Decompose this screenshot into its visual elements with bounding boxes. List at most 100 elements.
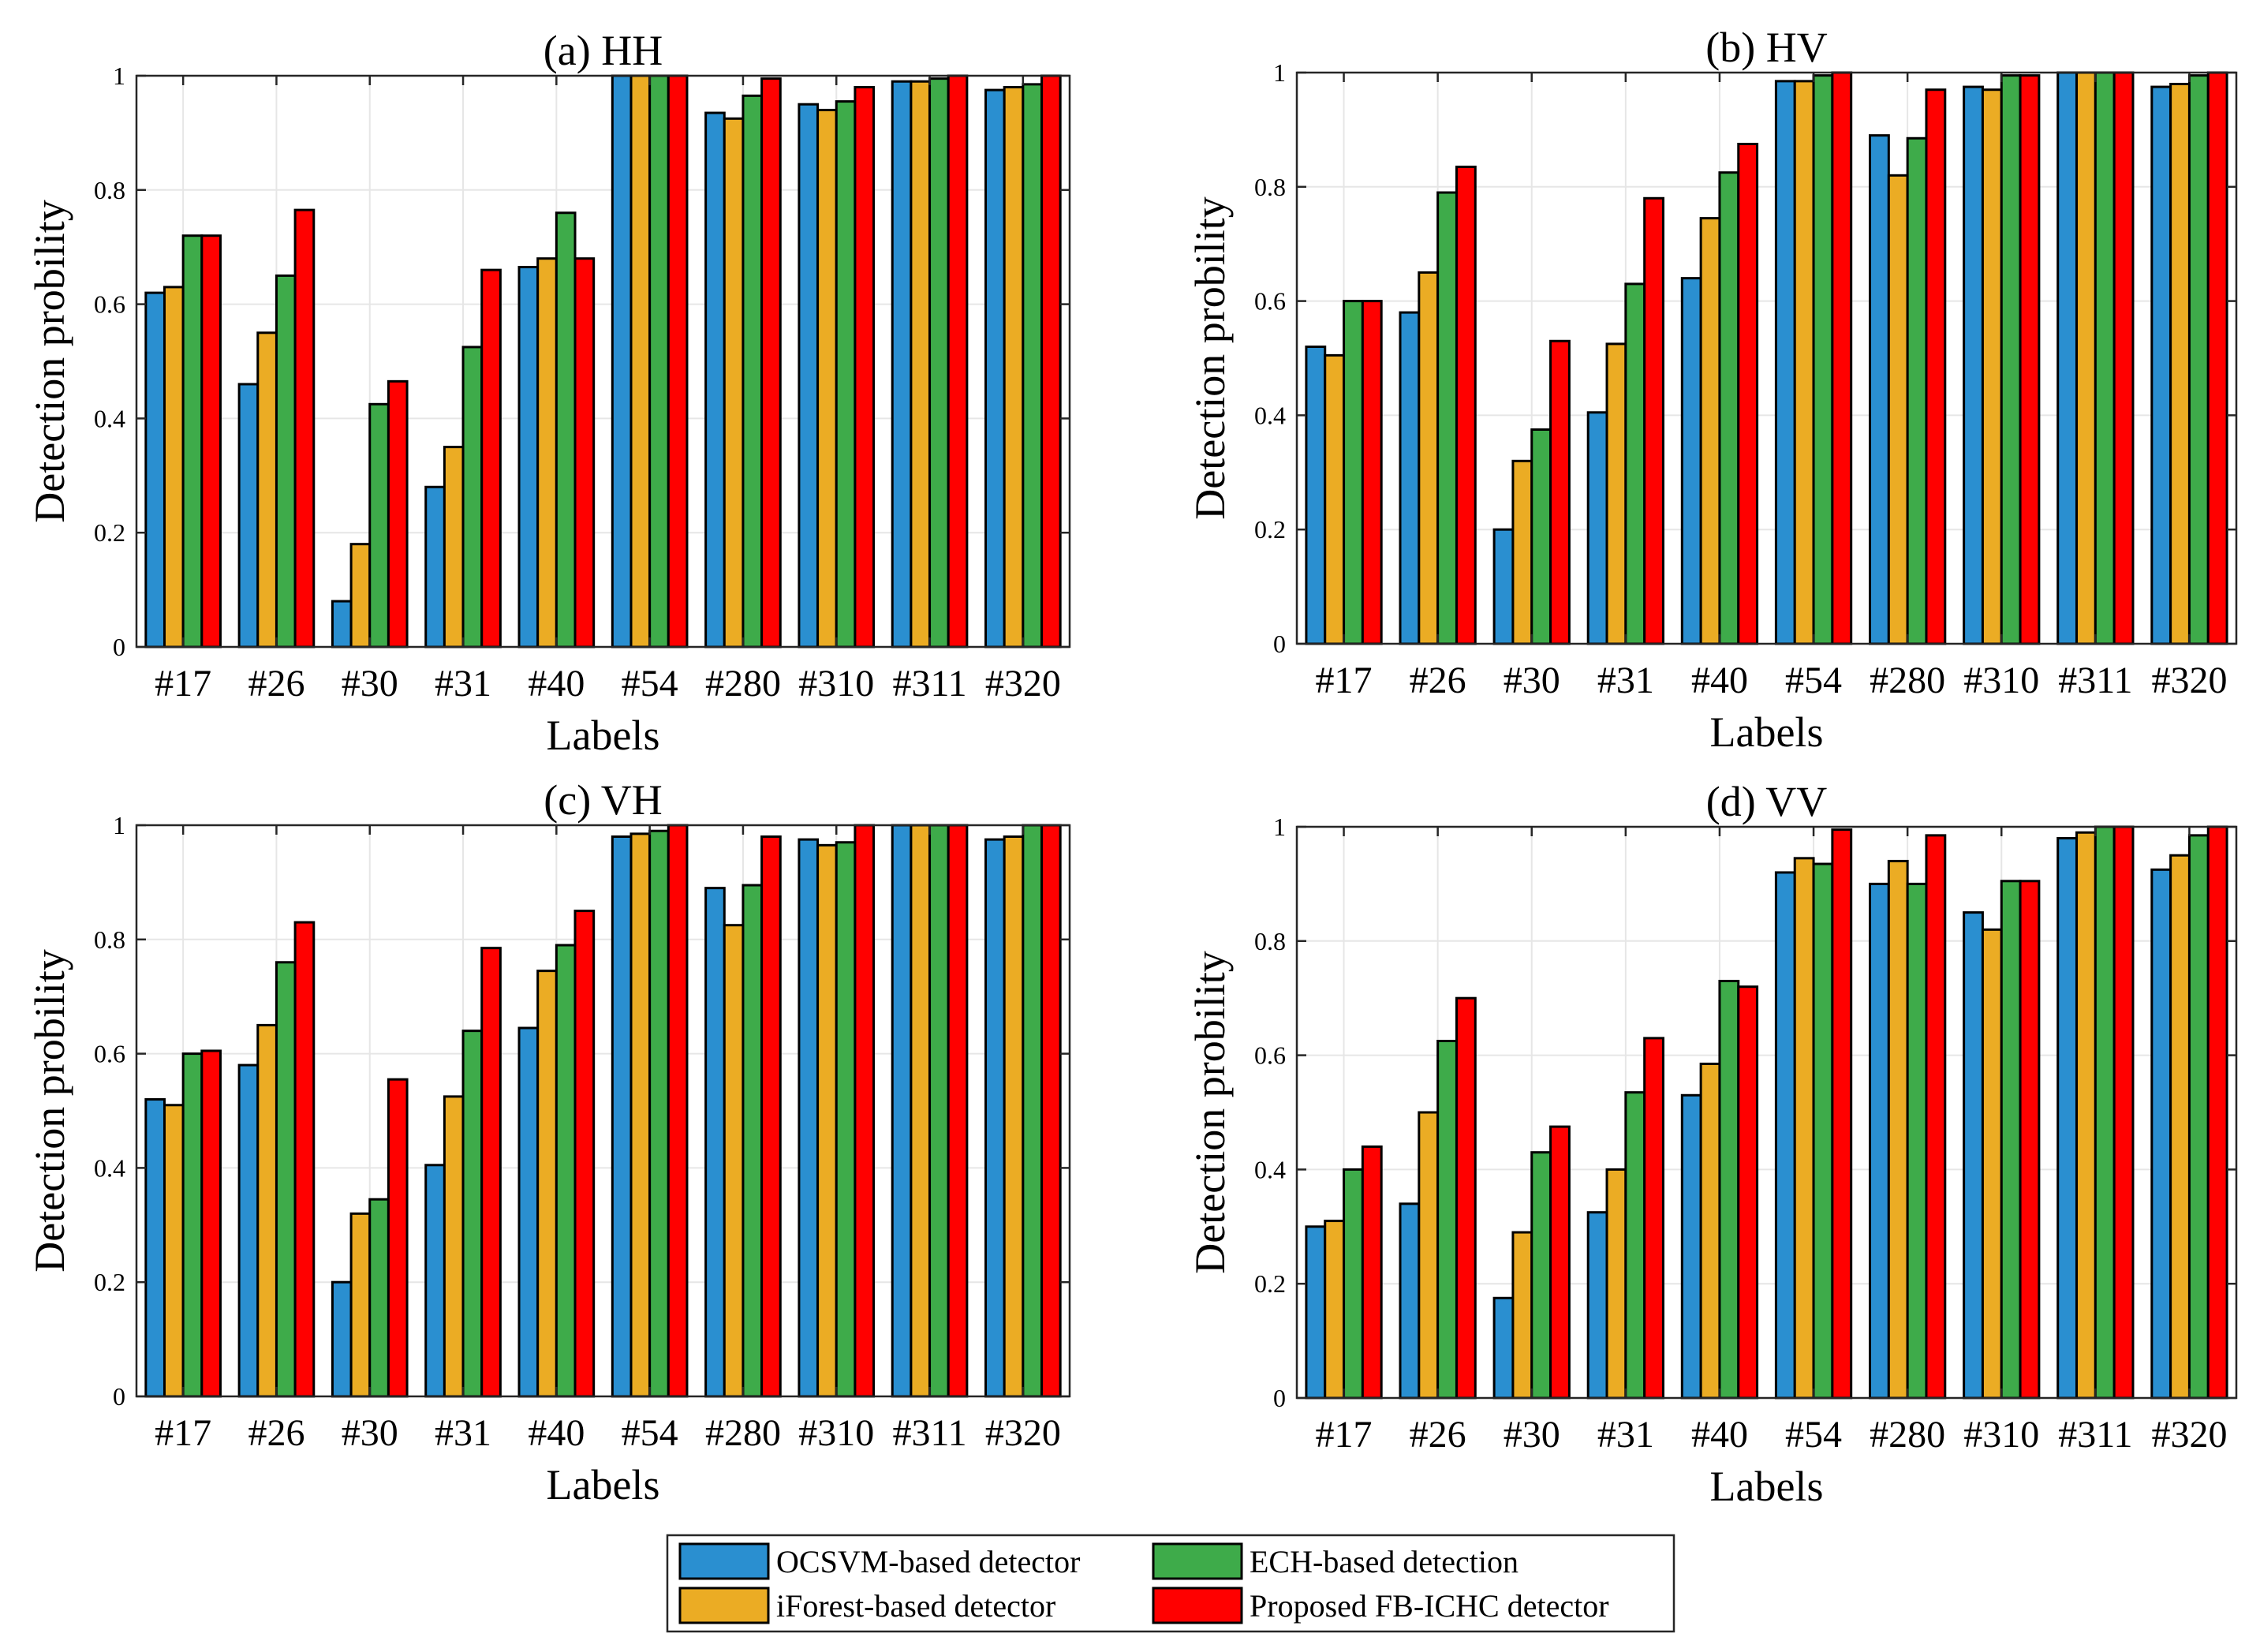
bar xyxy=(760,77,782,648)
bar xyxy=(2169,854,2191,1400)
bar xyxy=(723,117,745,648)
bar xyxy=(368,402,390,648)
bar xyxy=(1718,171,1740,645)
bar xyxy=(1981,88,2003,645)
bar xyxy=(256,331,278,648)
bar xyxy=(1586,411,1608,645)
bar xyxy=(573,910,596,1398)
x-tick-label: #30 xyxy=(1504,660,1560,701)
bar xyxy=(1343,1168,1364,1400)
bar xyxy=(1963,85,1984,645)
bar xyxy=(2112,825,2135,1400)
bar xyxy=(1305,346,1327,645)
y-tick-label: 0.8 xyxy=(1254,927,1286,955)
bar xyxy=(1003,85,1025,648)
bar xyxy=(1793,857,1815,1400)
y-tick-label: 0.6 xyxy=(94,290,125,319)
bar xyxy=(2094,825,2116,1400)
bar xyxy=(1436,1040,1458,1400)
bar xyxy=(742,94,764,648)
chart-panel: 0 0.2 0.4 0.6 0.8 1 #17 #26 #30 #31 #40 #54 #280 #310… xyxy=(26,27,1071,759)
bar xyxy=(2187,834,2210,1400)
bar xyxy=(181,234,204,648)
y-tick-label: 0.6 xyxy=(1254,287,1286,316)
x-tick-label: #320 xyxy=(985,1412,1061,1454)
bar xyxy=(1906,882,1928,1400)
bar xyxy=(984,88,1006,648)
x-axis-label: Labels xyxy=(1710,1463,1824,1510)
x-tick-label: #26 xyxy=(248,663,304,705)
x-tick-label: #17 xyxy=(155,1412,211,1454)
x-tick-label: #311 xyxy=(892,1412,966,1454)
x-tick-label: #31 xyxy=(1597,1414,1654,1456)
y-tick-label: 0.8 xyxy=(94,176,125,204)
bar xyxy=(256,1023,278,1398)
bar xyxy=(704,111,726,648)
bar xyxy=(1586,1211,1608,1400)
bar xyxy=(1887,859,1909,1400)
x-tick-label: #17 xyxy=(155,663,211,705)
bar xyxy=(480,268,502,648)
bar xyxy=(2150,868,2172,1400)
bar xyxy=(461,1030,484,1398)
legend-label: Proposed FB-ICHC detector xyxy=(1250,1588,1609,1624)
y-tick-label: 0.2 xyxy=(94,1268,125,1296)
bar xyxy=(2075,831,2097,1400)
x-tick-label: #54 xyxy=(1785,1414,1842,1456)
y-tick-label: 1 xyxy=(113,811,125,839)
bar xyxy=(144,1098,166,1398)
chart-panel: 0 0.2 0.4 0.6 0.8 1 #17 #26 #30 #31 #40 #54 #280 #310… xyxy=(1186,24,2238,756)
bar xyxy=(1869,134,1890,645)
bar xyxy=(611,74,633,648)
bar xyxy=(2019,880,2041,1400)
y-axis-label: Detection probility xyxy=(26,949,73,1272)
y-tick-label: 0.4 xyxy=(94,1153,125,1182)
bar xyxy=(1925,834,1947,1400)
bar xyxy=(1605,342,1627,645)
bar xyxy=(648,74,670,648)
legend-label: ECH-based detection xyxy=(1250,1544,1518,1579)
x-tick-label: #311 xyxy=(2058,1414,2132,1456)
bar xyxy=(424,1164,446,1398)
bar xyxy=(1343,300,1364,645)
bar xyxy=(573,257,596,648)
bar xyxy=(2019,74,2041,645)
bar xyxy=(1003,835,1025,1398)
bar xyxy=(1737,985,1759,1400)
x-tick-label: #310 xyxy=(798,1412,874,1454)
x-tick-label: #320 xyxy=(2151,660,2227,701)
axes-frame xyxy=(135,74,1071,648)
bar xyxy=(1549,339,1571,645)
y-axis-label: Detection probility xyxy=(1186,196,1234,519)
y-tick-label: 0 xyxy=(1273,630,1286,658)
bar xyxy=(1455,165,1477,645)
bar xyxy=(443,1095,465,1398)
x-tick-label: #31 xyxy=(1597,660,1654,701)
x-axis-label: Labels xyxy=(547,712,660,759)
bar xyxy=(816,108,838,648)
bar xyxy=(667,74,689,648)
bar xyxy=(667,824,689,1398)
bar xyxy=(1831,71,1853,645)
bar xyxy=(275,274,297,648)
x-tick-label: #280 xyxy=(705,1412,781,1454)
x-tick-label: #31 xyxy=(435,663,491,705)
bar xyxy=(928,824,950,1398)
bar xyxy=(1793,80,1815,645)
bar xyxy=(910,80,932,648)
x-tick-label: #280 xyxy=(1870,660,1945,701)
bar xyxy=(162,286,185,648)
bar xyxy=(1040,824,1062,1398)
bar xyxy=(387,379,409,648)
bar xyxy=(2056,71,2079,645)
bar xyxy=(237,383,260,648)
chart-title: (c) VH xyxy=(544,776,662,824)
x-tick-label: #17 xyxy=(1316,1414,1373,1456)
bar xyxy=(443,446,465,648)
x-tick-label: #31 xyxy=(435,1412,491,1454)
x-tick-label: #40 xyxy=(1691,1414,1748,1456)
bar xyxy=(2000,880,2022,1400)
bar xyxy=(555,944,577,1398)
x-tick-label: #30 xyxy=(342,663,398,705)
bar xyxy=(2094,71,2116,645)
